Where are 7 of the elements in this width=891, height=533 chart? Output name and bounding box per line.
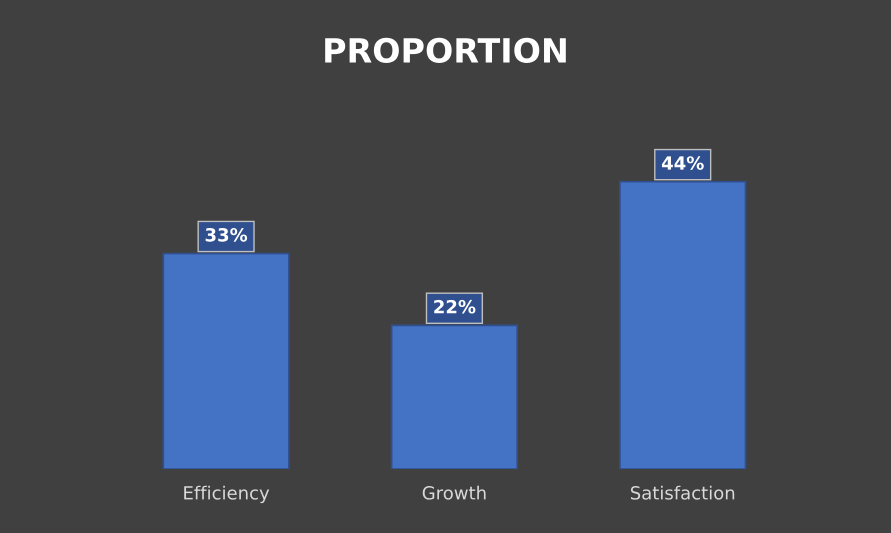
x-tick-label: Efficiency xyxy=(184,486,270,504)
data-label: 44% xyxy=(662,156,704,170)
chart-title: PROPORTION xyxy=(325,38,566,63)
x-tick-label: Growth xyxy=(422,486,486,500)
data-label: 33% xyxy=(206,228,248,242)
x-tick-label: Satisfaction xyxy=(630,486,734,500)
data-label: 22% xyxy=(434,300,476,314)
